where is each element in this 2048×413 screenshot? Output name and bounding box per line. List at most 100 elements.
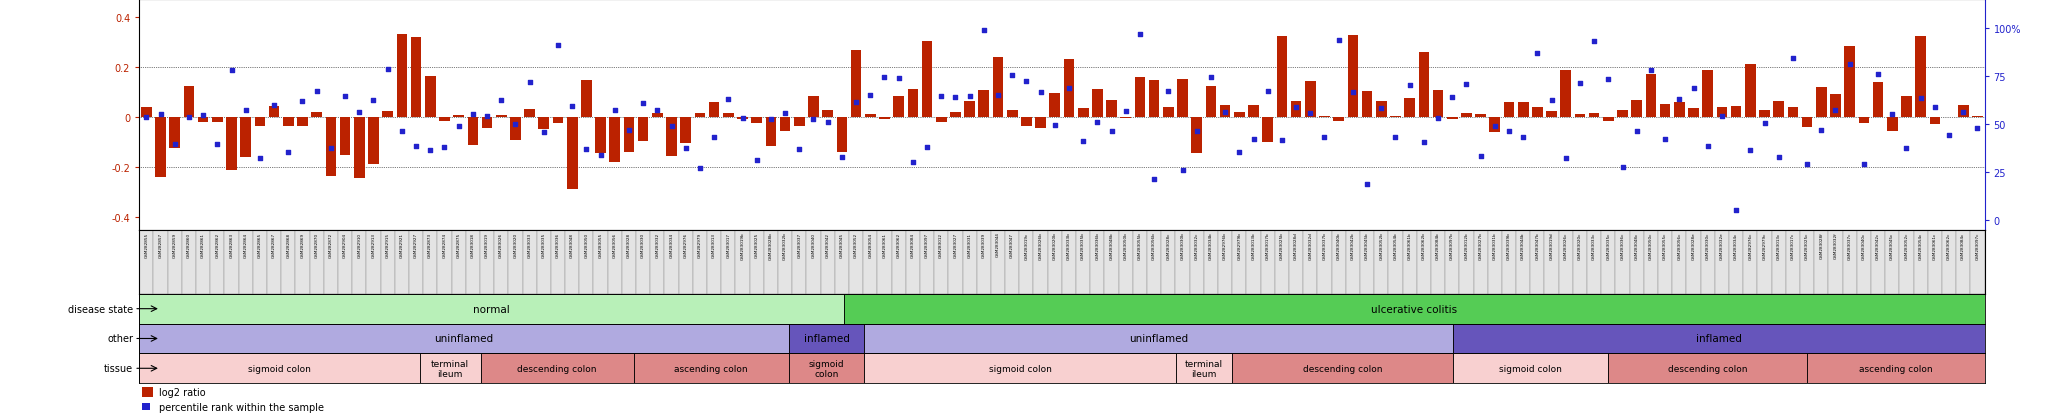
Bar <box>1446 118 1458 120</box>
Text: GSM283044: GSM283044 <box>995 232 999 257</box>
Text: GSM283017: GSM283017 <box>727 232 731 257</box>
Bar <box>1206 87 1217 118</box>
Bar <box>309 230 324 294</box>
Text: GSM283032e: GSM283032e <box>1720 232 1724 259</box>
Text: GSM283034b: GSM283034b <box>1208 232 1212 259</box>
Bar <box>965 102 975 118</box>
Point <box>1876 112 1909 118</box>
Text: GSM283048: GSM283048 <box>569 232 573 257</box>
Bar <box>410 230 424 294</box>
Bar <box>1006 230 1020 294</box>
Text: GSM282862: GSM282862 <box>215 232 219 257</box>
Bar <box>1901 97 1911 118</box>
Bar <box>139 354 420 383</box>
Bar <box>225 230 240 294</box>
Bar <box>197 230 211 294</box>
Point <box>1890 146 1923 152</box>
Bar <box>891 230 905 294</box>
Text: GSM283062: GSM283062 <box>897 232 901 257</box>
Bar <box>1133 230 1147 294</box>
Bar <box>170 118 180 148</box>
Text: terminal
ileum: terminal ileum <box>1186 359 1223 378</box>
Text: GSM282927: GSM282927 <box>414 232 418 257</box>
Point <box>1933 133 1966 139</box>
Bar <box>1618 110 1628 118</box>
Text: GSM283025: GSM283025 <box>756 232 758 257</box>
Bar <box>537 230 551 294</box>
Point <box>1735 147 1767 154</box>
Text: GSM283013c: GSM283013c <box>1778 232 1780 259</box>
Point <box>940 94 973 101</box>
Bar <box>1913 230 1927 294</box>
Bar <box>1233 230 1247 294</box>
Bar <box>920 230 934 294</box>
Bar <box>1808 354 1985 383</box>
Text: GSM283061: GSM283061 <box>883 232 887 257</box>
Text: GSM282870: GSM282870 <box>315 232 319 257</box>
Bar <box>1589 114 1599 118</box>
Bar <box>1561 71 1571 118</box>
Bar <box>1104 230 1118 294</box>
Point <box>1847 161 1880 168</box>
Bar <box>1972 116 1982 118</box>
Text: GSM283050: GSM283050 <box>584 232 588 257</box>
Bar <box>1417 230 1432 294</box>
Bar <box>893 97 903 118</box>
Point <box>442 123 475 130</box>
Bar <box>1772 230 1786 294</box>
Bar <box>252 230 266 294</box>
Point <box>926 94 958 100</box>
Point <box>1905 96 1937 102</box>
Bar <box>508 230 522 294</box>
Bar <box>1008 111 1018 118</box>
Text: descending colon: descending colon <box>1303 364 1382 373</box>
Text: GSM283031: GSM283031 <box>967 232 971 257</box>
Point <box>1165 167 1198 174</box>
Bar <box>367 230 381 294</box>
Bar <box>1731 107 1741 118</box>
Bar <box>240 230 252 294</box>
Bar <box>1075 230 1090 294</box>
Bar <box>156 118 166 178</box>
Bar <box>610 118 621 163</box>
Bar <box>1092 90 1102 118</box>
Text: GSM283039b: GSM283039b <box>1507 232 1511 260</box>
Bar <box>1573 230 1587 294</box>
Bar <box>1559 230 1573 294</box>
Bar <box>963 230 977 294</box>
Bar <box>453 116 465 118</box>
Text: GSM283033c: GSM283033c <box>1591 232 1595 259</box>
Bar <box>266 230 281 294</box>
Bar <box>1290 101 1300 118</box>
Bar <box>637 230 651 294</box>
Bar <box>1405 99 1415 118</box>
Bar <box>750 230 764 294</box>
Bar <box>424 76 436 118</box>
Bar <box>494 230 508 294</box>
Text: GSM282855: GSM282855 <box>143 232 147 257</box>
Bar <box>1276 36 1288 118</box>
Text: GSM283061b: GSM283061b <box>1407 232 1411 259</box>
Bar <box>807 230 821 294</box>
Text: ulcerative colitis: ulcerative colitis <box>1372 304 1458 314</box>
Point <box>287 99 319 105</box>
Bar <box>395 230 410 294</box>
Text: GSM283039: GSM283039 <box>981 232 985 257</box>
Bar <box>1774 102 1784 118</box>
Point <box>1110 109 1143 116</box>
Bar <box>1204 230 1219 294</box>
Bar <box>295 230 309 294</box>
Text: GSM283025b: GSM283025b <box>1280 232 1284 260</box>
Text: GSM283048b: GSM283048b <box>1110 232 1114 259</box>
Point <box>1180 128 1212 135</box>
Bar <box>1501 230 1516 294</box>
Point <box>1038 123 1071 129</box>
Point <box>911 144 944 151</box>
Text: GSM282915: GSM282915 <box>385 232 389 257</box>
Text: GSM283055: GSM283055 <box>598 232 602 257</box>
Text: GSM283048c: GSM283048c <box>1634 232 1638 259</box>
Bar <box>795 118 805 127</box>
Text: GSM283097b: GSM283097b <box>1450 232 1454 260</box>
Bar <box>510 118 520 140</box>
Bar <box>1262 230 1274 294</box>
